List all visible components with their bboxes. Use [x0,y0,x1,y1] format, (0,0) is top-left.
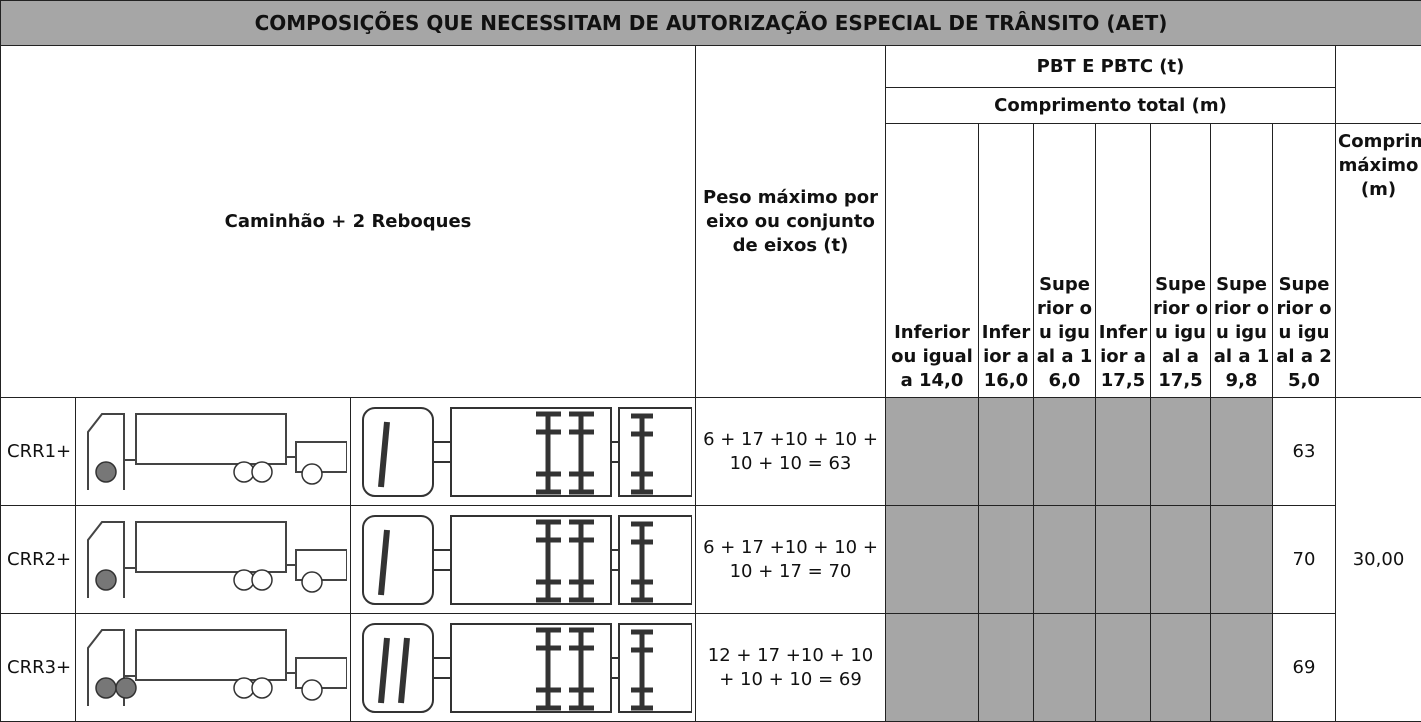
top-view [351,506,696,614]
truck-top-icon [351,402,692,502]
comprimento-maximo-header: Comprimento máximo (m) [1336,124,1421,398]
shaded-cell [979,398,1034,506]
group-header: Caminhão + 2 Reboques [1,46,696,398]
shaded-cell [1096,506,1151,614]
peso-header: Peso máximo por eixo ou conjunto de eixo… [696,46,886,398]
pbt-header: PBT E PBTC (t) [886,46,1336,88]
truck-top-icon [351,618,692,718]
truck-side-icon [76,618,347,718]
row-code: CRR3+ [1,614,76,722]
range-header: Inferior a 16,0 [979,124,1034,398]
truck-top-icon [351,510,692,610]
range-header: Superior ou igual a 17,5 [1151,124,1211,398]
pbtc-value: 69 [1273,614,1336,722]
shaded-cell [979,614,1034,722]
shaded-cell [1151,398,1211,506]
truck-side-icon [76,510,347,610]
side-view [76,398,351,506]
shaded-cell [886,614,979,722]
shaded-cell [886,506,979,614]
range-header: Superior ou igual a 25,0 [1273,124,1336,398]
data-row: CRR2+ 6 + 17 +10 + 10 + 10 + 17 = 70 70 [1,506,1421,614]
shaded-cell [1096,398,1151,506]
side-view [76,506,351,614]
peso: 6 + 17 +10 + 10 + 10 + 10 = 63 [696,398,886,506]
data-row: CRR3+ 12 + 17 +10 + 10 + 10 + 10 = 69 69 [1,614,1421,722]
pbtc-value: 63 [1273,398,1336,506]
empty-header [1336,46,1421,124]
shaded-cell [1034,506,1096,614]
top-view [351,614,696,722]
shaded-cell [1151,614,1211,722]
shaded-cell [979,506,1034,614]
truck-side-icon [76,402,347,502]
shaded-cell [1151,506,1211,614]
table-title: COMPOSIÇÕES QUE NECESSITAM DE AUTORIZAÇÃ… [1,1,1421,46]
shaded-cell [1034,614,1096,722]
range-header: Superior ou igual a 19,8 [1211,124,1273,398]
shaded-cell [1034,398,1096,506]
shaded-cell [886,398,979,506]
shaded-cell [1211,614,1273,722]
shaded-cell [1211,398,1273,506]
pbtc-value: 70 [1273,506,1336,614]
comprimento-maximo-value: 30,00 [1336,398,1421,722]
range-header: Inferior ou igual a 14,0 [886,124,979,398]
shaded-cell [1096,614,1151,722]
row-code: CRR1+ [1,398,76,506]
row-code: CRR2+ [1,506,76,614]
top-view [351,398,696,506]
peso: 6 + 17 +10 + 10 + 10 + 17 = 70 [696,506,886,614]
comprimento-total-header: Comprimento total (m) [886,88,1336,124]
side-view [76,614,351,722]
range-header: Superior ou igual a 16,0 [1034,124,1096,398]
peso: 12 + 17 +10 + 10 + 10 + 10 = 69 [696,614,886,722]
range-header: Inferior a 17,5 [1096,124,1151,398]
shaded-cell [1211,506,1273,614]
